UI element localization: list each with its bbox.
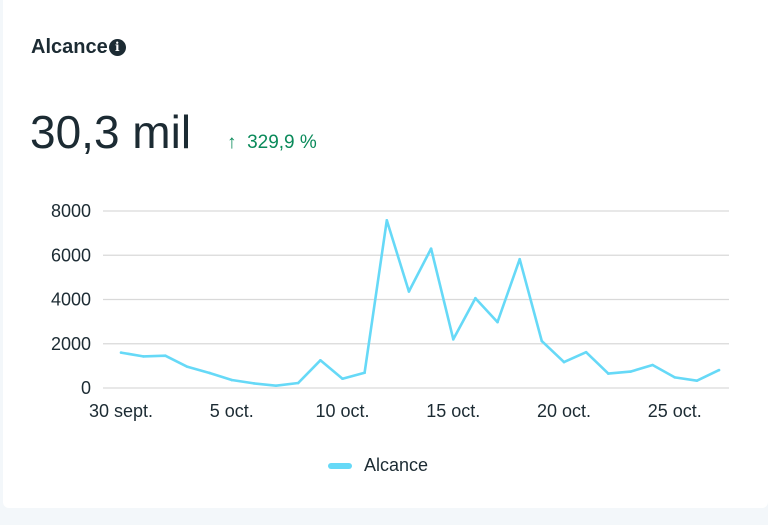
y-tick-label: 6000 bbox=[51, 245, 91, 265]
delta-change: ↑ 329,9 % bbox=[227, 128, 317, 158]
data-point[interactable] bbox=[562, 360, 566, 364]
data-point[interactable] bbox=[451, 338, 455, 341]
data-point[interactable] bbox=[496, 320, 499, 324]
y-tick-label: 4000 bbox=[51, 290, 91, 310]
data-point[interactable] bbox=[164, 354, 167, 357]
data-point[interactable] bbox=[319, 359, 322, 362]
data-point[interactable] bbox=[274, 384, 278, 387]
x-tick-label: 5 oct. bbox=[210, 401, 254, 421]
x-tick-label: 30 sept. bbox=[89, 401, 153, 421]
data-point[interactable] bbox=[186, 365, 189, 369]
data-point[interactable] bbox=[363, 371, 366, 375]
data-point[interactable] bbox=[518, 257, 521, 261]
data-point[interactable] bbox=[651, 363, 654, 367]
data-point[interactable] bbox=[385, 218, 389, 222]
data-point[interactable] bbox=[673, 376, 677, 379]
data-point[interactable] bbox=[208, 371, 211, 375]
x-tick-label: 15 oct. bbox=[426, 401, 480, 421]
data-point[interactable] bbox=[474, 296, 477, 300]
info-icon[interactable]: i bbox=[108, 39, 126, 56]
delta-value: 329,9 % bbox=[247, 132, 317, 153]
arrow-up-icon: ↑ bbox=[227, 132, 237, 153]
reach-card: Alcance i 30,3 mil ↑ 329,9 % bbox=[3, 0, 768, 508]
data-point[interactable] bbox=[407, 290, 411, 293]
series-line-alcance bbox=[120, 219, 720, 388]
x-tick-label: 20 oct. bbox=[537, 401, 591, 421]
x-tick-label: 10 oct. bbox=[315, 401, 369, 421]
data-point[interactable] bbox=[584, 350, 588, 354]
data-point[interactable] bbox=[607, 372, 610, 375]
x-tick-label: 25 oct. bbox=[648, 401, 702, 421]
data-point[interactable] bbox=[230, 378, 234, 382]
legend-label: Alcance bbox=[364, 455, 429, 475]
data-point[interactable] bbox=[629, 370, 632, 373]
data-point[interactable] bbox=[119, 351, 123, 354]
reach-value: 30,3 mil bbox=[30, 106, 192, 158]
y-tick-label: 0 bbox=[81, 378, 91, 398]
data-point[interactable] bbox=[695, 379, 699, 382]
data-point[interactable] bbox=[252, 382, 256, 385]
data-point[interactable] bbox=[141, 355, 145, 358]
y-tick-label: 8000 bbox=[51, 201, 91, 221]
data-point[interactable] bbox=[296, 381, 300, 385]
legend-swatch bbox=[328, 462, 352, 469]
data-point[interactable] bbox=[540, 339, 544, 343]
data-point[interactable] bbox=[341, 377, 344, 381]
card-title-text: Alcance bbox=[31, 36, 108, 58]
card-title: Alcance i bbox=[31, 36, 126, 59]
y-tick-label: 2000 bbox=[51, 334, 91, 354]
data-point[interactable] bbox=[717, 368, 721, 372]
legend[interactable]: Alcance bbox=[328, 455, 428, 476]
data-point[interactable] bbox=[429, 247, 433, 250]
